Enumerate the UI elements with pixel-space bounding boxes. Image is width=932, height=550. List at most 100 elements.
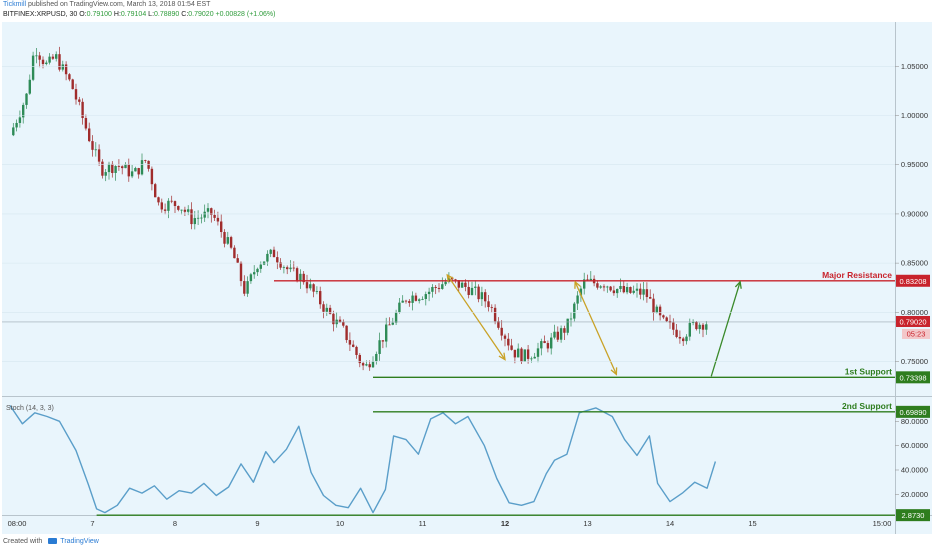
swing-arrow — [574, 281, 617, 375]
candle-body — [474, 286, 477, 288]
time-tick-label: 11 — [419, 519, 427, 528]
price-axis-bg — [895, 22, 932, 515]
candle-body — [302, 273, 305, 283]
candle-body — [94, 149, 97, 151]
candle-body — [533, 356, 536, 359]
candle-body — [454, 279, 457, 281]
candle-body — [101, 161, 104, 176]
close-label: C: — [181, 11, 189, 18]
axes: 1.05000 1.00000 0.95000 0.90000 0.85000 0.800… — [2, 62, 928, 528]
tradingview-link[interactable]: TradingView — [60, 538, 99, 545]
candle-body — [279, 262, 282, 268]
candle-body — [361, 363, 365, 366]
candle-body — [45, 62, 48, 65]
candle-body — [553, 331, 556, 338]
candle-body — [691, 321, 695, 323]
candle-body — [556, 331, 559, 340]
candle-body — [371, 361, 375, 368]
candle-body — [526, 349, 530, 359]
swing-arrowhead-start — [446, 273, 454, 282]
candle-body — [28, 79, 31, 94]
candle-body — [678, 336, 682, 339]
candle-body — [375, 353, 378, 362]
candle-body — [71, 79, 74, 90]
candle-body — [111, 163, 114, 173]
candle-body — [441, 284, 444, 289]
candle-body — [31, 55, 35, 80]
candle-body — [698, 324, 701, 330]
candle-body — [61, 64, 64, 70]
candle-body — [470, 287, 474, 295]
candle-body — [74, 89, 78, 100]
candle-body — [388, 324, 391, 326]
candle-body — [493, 307, 497, 322]
candle-body — [652, 298, 655, 313]
candle-body — [540, 341, 543, 349]
price-tick-label: 0.85000 — [901, 259, 928, 268]
time-tick-label: 10 — [336, 519, 344, 528]
stoch-level-tag — [896, 509, 930, 522]
candle-body — [550, 337, 553, 349]
candle-body — [117, 166, 121, 167]
candle-body — [500, 327, 503, 336]
candle-body — [477, 286, 480, 300]
candle-body — [444, 281, 447, 285]
time-tick-label: 13 — [583, 519, 591, 528]
candle-body — [107, 163, 111, 173]
price-tick-label: 0.75000 — [901, 357, 928, 366]
projection-arrowhead — [734, 280, 742, 289]
candle-body — [510, 345, 513, 350]
candle-body — [701, 324, 705, 330]
candle-body — [503, 335, 507, 339]
candle-body — [213, 214, 216, 218]
candle-body — [150, 168, 154, 185]
candle-body — [358, 354, 361, 364]
candle-body — [421, 298, 424, 300]
candle-body — [596, 283, 599, 288]
candle-body — [88, 128, 91, 142]
level-value: 0.83208 — [899, 277, 926, 286]
stoch-tick-label: 20.0000 — [901, 490, 928, 499]
candle-body — [137, 168, 140, 175]
candle-body — [457, 280, 460, 288]
candle-body — [563, 328, 566, 333]
stoch-pane — [2, 397, 895, 515]
level-tag — [896, 371, 930, 384]
candle-body — [543, 341, 546, 344]
candle-body — [223, 232, 226, 244]
candle-body — [190, 209, 193, 225]
candle-body — [484, 292, 487, 302]
author-link[interactable]: Tickmill — [3, 1, 27, 8]
candle-body — [127, 164, 130, 177]
candle-body — [25, 93, 28, 105]
candle-body — [365, 364, 368, 366]
candle-body — [645, 289, 649, 298]
candle-body — [55, 54, 58, 59]
candle-body — [289, 267, 292, 270]
swing-arrowhead-start — [574, 280, 581, 289]
candle-body — [579, 288, 583, 296]
candle-body — [352, 344, 355, 347]
projection-arrow — [710, 281, 741, 377]
candle-body — [157, 197, 160, 203]
candle-body — [322, 304, 325, 312]
candle-body — [682, 338, 685, 342]
candle-body — [625, 287, 629, 293]
candle-body — [586, 279, 589, 281]
candle-body — [629, 287, 632, 293]
candle-body — [246, 281, 249, 294]
candle-body — [220, 221, 223, 233]
candle-body — [163, 209, 167, 211]
candle-body — [520, 348, 523, 362]
candle-body — [424, 294, 427, 299]
candle-body — [394, 312, 398, 323]
candle-body — [616, 288, 619, 294]
candle-body — [35, 55, 38, 57]
candle-body — [84, 118, 88, 129]
open-value: 0.79100 — [86, 11, 112, 18]
candle-body — [612, 290, 616, 294]
time-axis-bg — [2, 515, 932, 534]
candle-body — [328, 307, 332, 314]
stoch-tick-label: 60.0000 — [901, 441, 928, 450]
level-label: 1st Support — [845, 366, 892, 376]
